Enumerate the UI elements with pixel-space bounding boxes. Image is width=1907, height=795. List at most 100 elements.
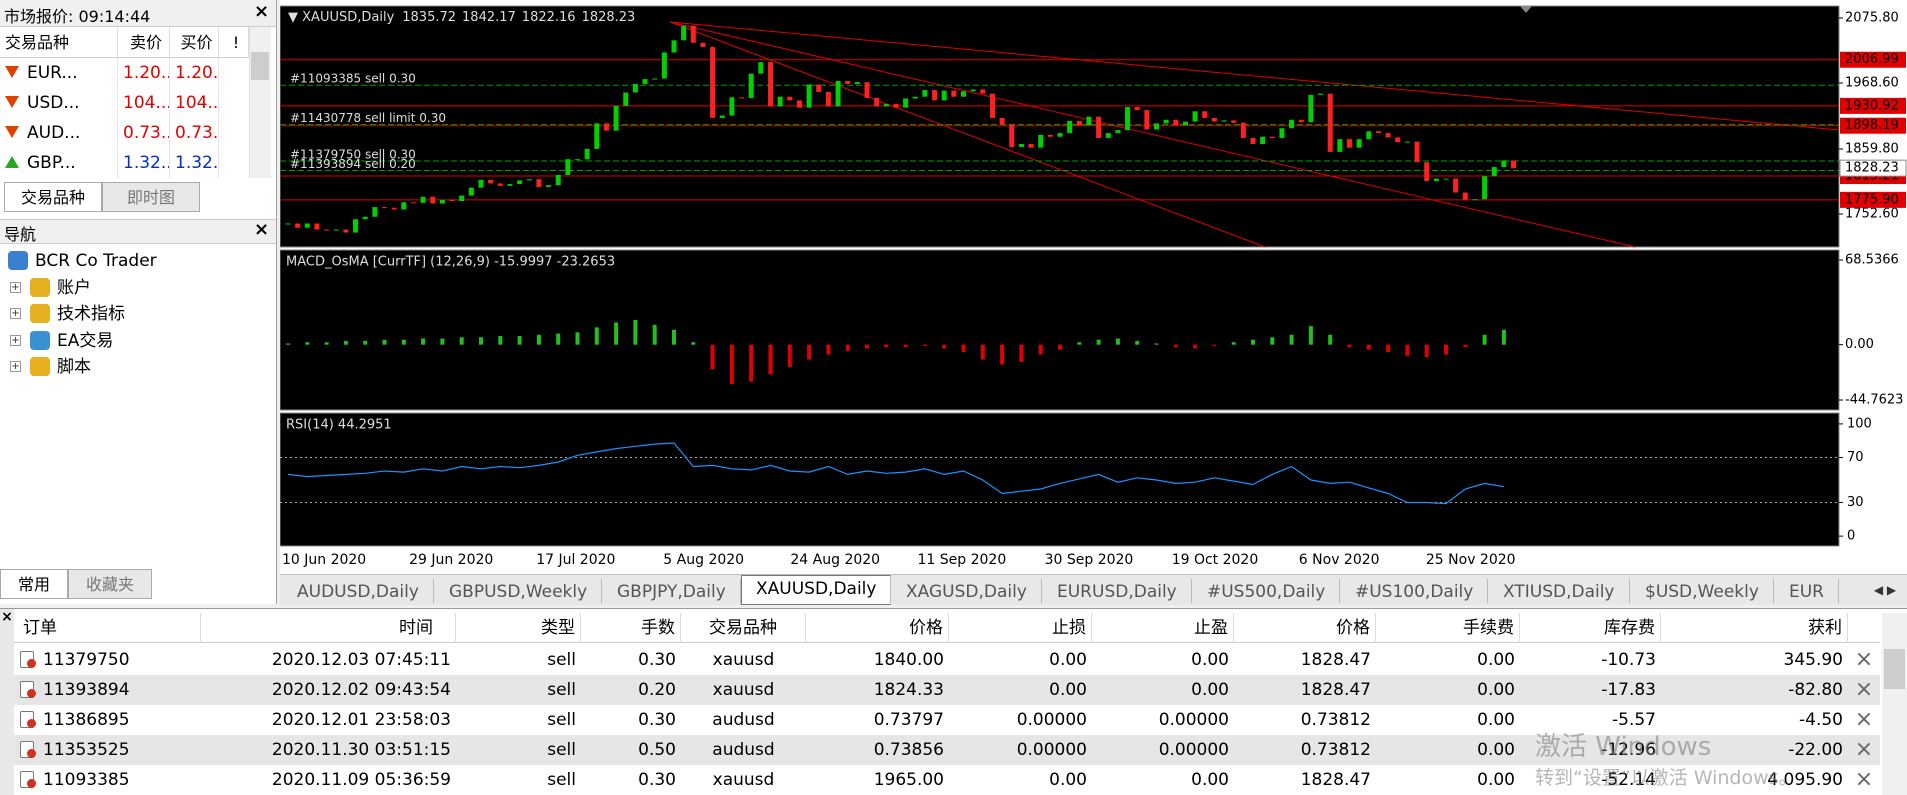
quote[interactable]: 104...: [118, 88, 170, 118]
symbol-tab[interactable]: $USD,Weekly: [1630, 578, 1774, 604]
column-header[interactable]: !: [219, 27, 249, 58]
column-header[interactable]: 买价: [170, 27, 219, 58]
quote[interactable]: 1.32...: [118, 148, 170, 178]
symbol-tab[interactable]: XAGUSD,Daily: [891, 578, 1042, 604]
close-button[interactable]: ×: [254, 1, 270, 22]
column-header[interactable]: 卖价: [118, 27, 170, 58]
cell: 0.00000: [1016, 740, 1087, 760]
row-background[interactable]: [14, 645, 1880, 675]
scroll-arrows[interactable]: ◀ ▶: [1865, 577, 1905, 603]
tab[interactable]: 交易品种: [4, 182, 102, 212]
close-order[interactable]: ×: [1854, 707, 1874, 732]
column-header[interactable]: 止损: [949, 613, 1092, 643]
row-background[interactable]: [14, 735, 1880, 765]
candle: [1086, 116, 1092, 126]
tree-item[interactable]: 账户: [57, 277, 91, 298]
close-order[interactable]: ×: [1854, 677, 1874, 702]
column-header[interactable]: 止盈: [1092, 613, 1234, 643]
symbol-tab[interactable]: #US500,Daily: [1192, 578, 1341, 604]
expand-toggle[interactable]: +: [10, 361, 21, 372]
tree-item[interactable]: EA交易: [57, 330, 114, 351]
candle: [1202, 111, 1208, 118]
current-price-label: 1828.23: [1845, 161, 1899, 176]
close-order[interactable]: ×: [1854, 737, 1874, 762]
tree-item[interactable]: 脚本: [57, 357, 91, 377]
cell: 11093385: [43, 770, 130, 790]
quote[interactable]: 1.20...: [170, 58, 219, 88]
macd-bar: [768, 344, 773, 375]
column-header[interactable]: 价格: [1234, 613, 1376, 643]
close-button[interactable]: ×: [254, 219, 270, 240]
candle: [632, 83, 638, 93]
close-order[interactable]: ×: [1854, 647, 1874, 672]
cell: audusd: [712, 710, 775, 730]
close-button[interactable]: ×: [0, 609, 14, 795]
symbol-tab[interactable]: AUDUSD,Daily: [282, 578, 434, 604]
tab[interactable]: 即时图: [102, 182, 200, 212]
column-header[interactable]: 获利: [1661, 613, 1848, 643]
symbol-tab[interactable]: XTIUSD,Daily: [1488, 578, 1630, 604]
column-header[interactable]: 交易品种: [681, 613, 806, 643]
quote[interactable]: 1.32...: [170, 148, 219, 178]
symbol-tab[interactable]: #US100,Daily: [1340, 578, 1489, 604]
expand-toggle[interactable]: +: [10, 334, 21, 346]
column-header[interactable]: 时间: [201, 613, 456, 643]
quote[interactable]: 104...: [170, 88, 219, 118]
symbol-tab[interactable]: GBPJPY,Daily: [602, 578, 741, 604]
scroll-thumb[interactable]: [1884, 649, 1905, 689]
tab[interactable]: 常用: [0, 569, 68, 599]
tree-item[interactable]: 技术指标: [57, 304, 125, 324]
level-label-box: [1840, 51, 1906, 68]
cell: 0.50: [638, 740, 676, 760]
macd-bar: [1424, 344, 1429, 358]
cell: xauusd: [712, 650, 775, 670]
cell: 1824.33: [873, 680, 944, 700]
tab[interactable]: 收藏夹: [68, 569, 152, 599]
quote[interactable]: 1.20...: [118, 58, 170, 88]
symbol[interactable]: USD...: [22, 88, 118, 118]
symbol-tab[interactable]: EURUSD,Daily: [1042, 578, 1192, 604]
column-header[interactable]: 手续费: [1376, 613, 1520, 643]
symbol[interactable]: GBP...: [22, 148, 118, 178]
row-background[interactable]: [14, 675, 1880, 705]
candle: [1250, 137, 1256, 145]
row-background[interactable]: [14, 765, 1880, 795]
symbol-tab[interactable]: XAUUSD,Daily: [741, 575, 892, 605]
quote[interactable]: 0.73...: [118, 118, 170, 148]
macd-bar: [1347, 344, 1352, 348]
cell: 11379750: [43, 650, 130, 670]
symbol-tab[interactable]: GBPUSD,Weekly: [434, 578, 603, 604]
cell: 0.00: [1477, 710, 1515, 730]
column-header[interactable]: 类型: [456, 613, 581, 643]
candle: [1385, 133, 1391, 138]
column-header[interactable]: 手数: [581, 613, 681, 643]
expand-toggle[interactable]: +: [10, 281, 21, 293]
candle: [1163, 119, 1169, 124]
column-header[interactable]: 价格: [806, 613, 949, 643]
cell: 0.00: [1477, 740, 1515, 760]
symbol-tab[interactable]: EUR: [1774, 578, 1839, 604]
candle: [546, 185, 552, 188]
column-header[interactable]: 库存费: [1520, 613, 1661, 643]
close-order[interactable]: ×: [1854, 767, 1874, 792]
tree-icon: [30, 304, 50, 323]
cell: 11386895: [43, 710, 130, 730]
scrollbar[interactable]: [249, 27, 271, 178]
cell: 0.00: [1191, 650, 1229, 670]
row-background[interactable]: [14, 705, 1880, 735]
candle: [787, 96, 793, 101]
macd-bar: [324, 342, 329, 345]
x-tick-label: 25 Nov 2020: [1426, 552, 1516, 568]
macd-bar: [672, 329, 676, 345]
column-header[interactable]: 订单: [18, 613, 201, 643]
scroll-thumb[interactable]: [251, 52, 269, 80]
symbol[interactable]: EUR...: [22, 58, 118, 88]
quote[interactable]: 0.73...: [170, 118, 219, 148]
scrollbar[interactable]: [1882, 613, 1907, 795]
tree-item[interactable]: BCR Co Trader: [35, 251, 157, 271]
candle: [1443, 178, 1449, 180]
symbol[interactable]: AUD...: [22, 118, 118, 148]
expand-toggle[interactable]: +: [10, 308, 21, 319]
column-header[interactable]: 交易品种: [0, 27, 118, 58]
candle: [1501, 160, 1507, 168]
